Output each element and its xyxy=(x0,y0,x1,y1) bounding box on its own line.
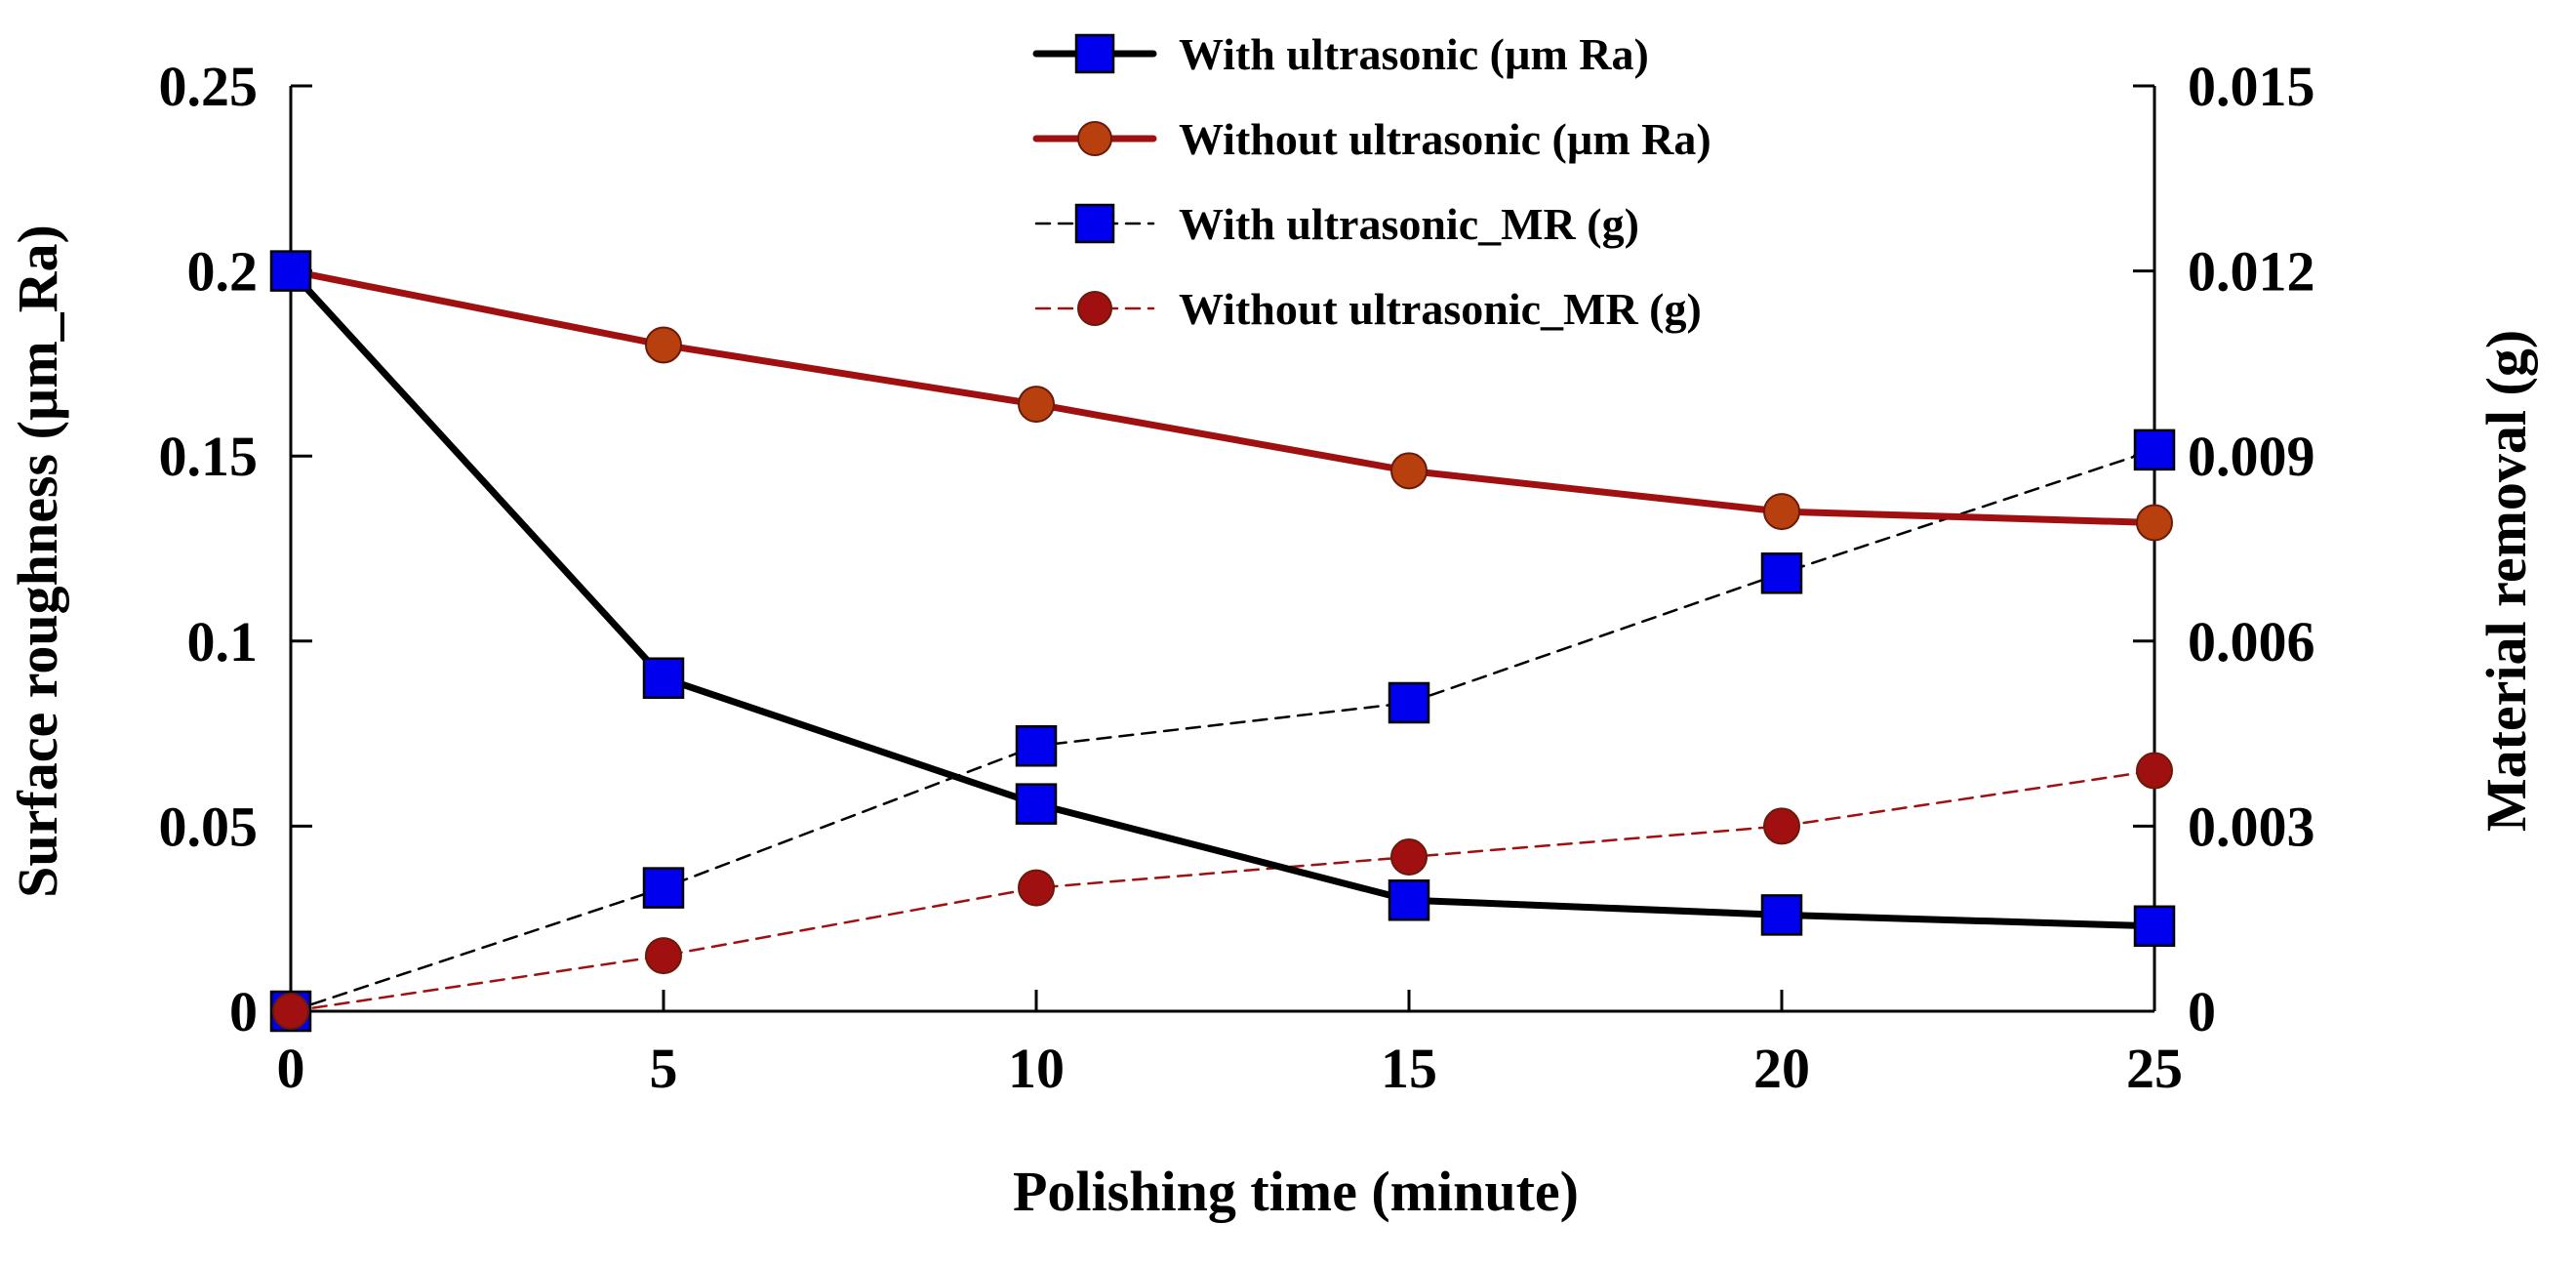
legend-item: With ultrasonic (µm Ra) xyxy=(1032,29,1649,79)
legend-label: With ultrasonic_MR (g) xyxy=(1179,199,1639,249)
data-point xyxy=(642,657,685,699)
series-without-ultrasonic-m-ra xyxy=(272,252,2173,542)
data-point xyxy=(2133,428,2176,471)
x-tick-label: 5 xyxy=(650,1037,678,1100)
series-layer xyxy=(269,250,2176,1033)
legend-swatch-marker xyxy=(1074,203,1115,244)
legend-item: With ultrasonic_MR (g) xyxy=(1034,199,1639,249)
y-tick-label-left: 0.05 xyxy=(159,795,259,858)
y-tick-label-right: 0 xyxy=(2188,980,2216,1043)
data-point xyxy=(2133,905,2176,948)
y-tick-label-left: 0.2 xyxy=(187,240,259,304)
y-tick-label-left: 0.25 xyxy=(159,55,259,118)
legend-label: Without ultrasonic (µm Ra) xyxy=(1179,114,1711,164)
data-point xyxy=(272,993,309,1030)
y-axis-title-right: Material removal (g) xyxy=(2475,330,2538,832)
y-tick-label-right: 0.015 xyxy=(2188,55,2315,118)
data-point xyxy=(1763,493,1800,531)
y-tick-label-left: 0.1 xyxy=(187,610,259,673)
data-point xyxy=(2136,504,2173,542)
x-axis-title: Polishing time (minute) xyxy=(1013,1160,1579,1223)
x-tick-label: 25 xyxy=(2126,1037,2183,1100)
legend-swatch-marker xyxy=(1077,121,1112,156)
data-point xyxy=(1388,681,1430,724)
legend: With ultrasonic (µm Ra) Without ultrasoni… xyxy=(1032,29,1711,334)
ticks: 0 5 10 15 20 2500.050.10.150.20.2500.0030.006… xyxy=(159,55,2315,1100)
series-without-ultrasonic-mr-g xyxy=(272,752,2173,1030)
legend-swatch-marker xyxy=(1077,291,1112,326)
data-point xyxy=(269,250,312,292)
x-tick-label: 20 xyxy=(1753,1037,1810,1100)
x-tick-label: 10 xyxy=(1008,1037,1065,1100)
data-point xyxy=(1390,838,1428,876)
y-tick-label-right: 0.003 xyxy=(2188,795,2315,858)
data-point xyxy=(1015,724,1058,767)
y-tick-label-left: 0 xyxy=(229,980,258,1043)
data-point xyxy=(1390,452,1428,490)
data-point xyxy=(1018,386,1055,424)
x-tick-label: 15 xyxy=(1381,1037,1437,1100)
data-point xyxy=(1388,878,1430,921)
legend-label: Without ultrasonic_MR (g) xyxy=(1179,284,1702,334)
series-line xyxy=(287,267,2158,526)
legend-swatch-marker xyxy=(1074,33,1115,74)
series-with-ultrasonic-m-ra xyxy=(269,250,2176,948)
legend-item: Without ultrasonic (µm Ra) xyxy=(1032,114,1711,164)
axes xyxy=(289,86,2156,1013)
x-tick-label: 0 xyxy=(277,1037,305,1100)
data-point xyxy=(645,326,682,364)
y-tick-label-right: 0.009 xyxy=(2188,425,2315,488)
data-point xyxy=(1760,894,1803,936)
y-tick-label-left: 0.15 xyxy=(159,425,259,488)
data-point xyxy=(1015,783,1058,825)
y-tick-label-right: 0.006 xyxy=(2188,610,2315,673)
data-point xyxy=(642,867,685,909)
y-tick-label-right: 0.012 xyxy=(2188,240,2315,304)
series-line xyxy=(289,448,2156,1013)
legend-label: With ultrasonic (µm Ra) xyxy=(1179,29,1649,79)
series-line xyxy=(289,769,2156,1013)
data-point xyxy=(1763,807,1800,845)
y-axis-title-left: Surface roughness (µm_Ra) xyxy=(6,224,69,898)
series-with-ultrasonic-mr-g xyxy=(269,428,2176,1033)
series-line xyxy=(287,267,2158,930)
legend-item: Without ultrasonic_MR (g) xyxy=(1034,284,1702,334)
data-point xyxy=(2136,752,2173,790)
data-point xyxy=(1018,869,1055,907)
data-point xyxy=(1760,552,1803,594)
data-point xyxy=(645,937,682,975)
